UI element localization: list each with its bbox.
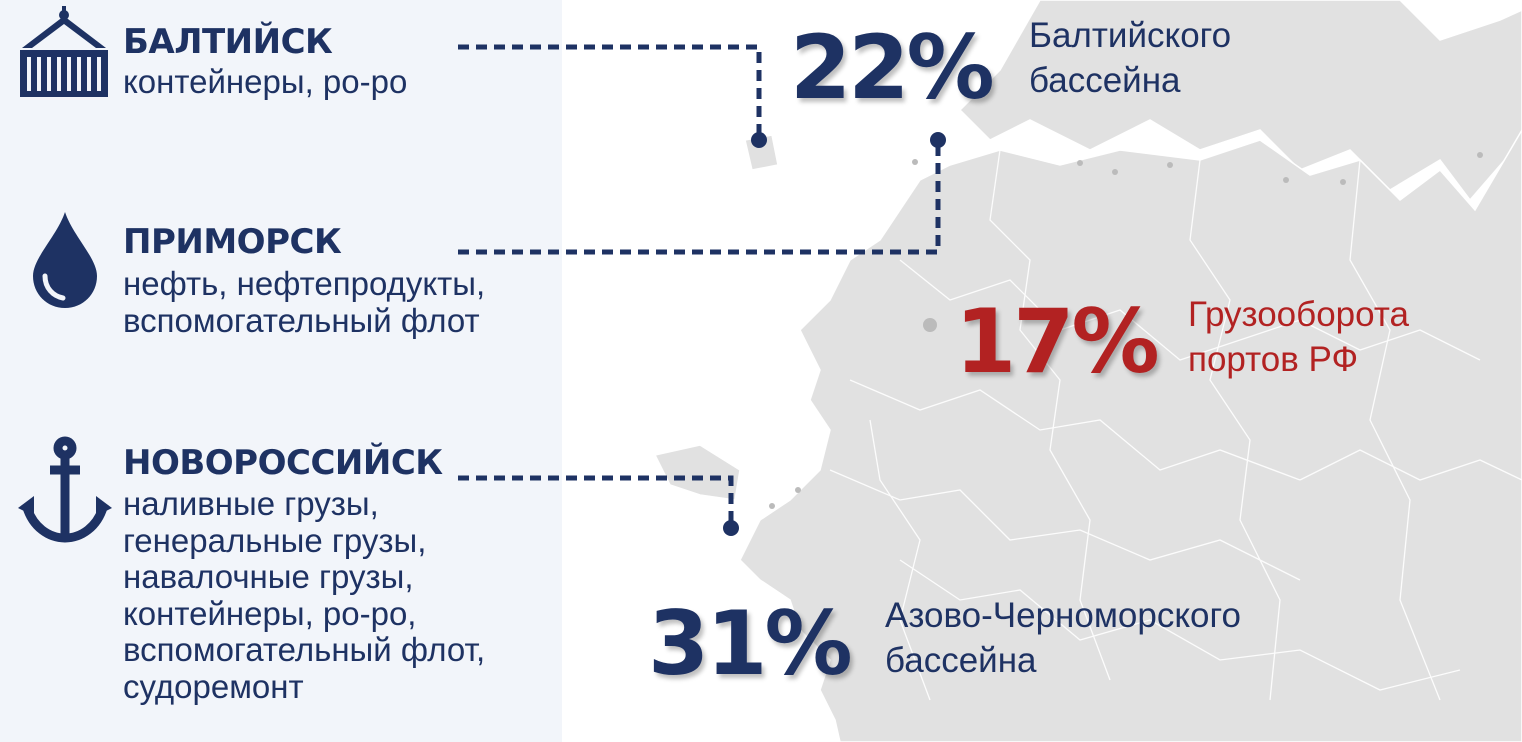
- shipping-container-icon: [20, 6, 108, 97]
- stat-label-line: портов РФ: [1188, 340, 1359, 379]
- stat-label-azov-black-sea: Азово-Черноморского бассейна: [885, 593, 1241, 683]
- port-desc-line: наливные грузы,: [123, 485, 379, 522]
- stat-label-line: Балтийского: [1029, 16, 1232, 55]
- baltiysk-marker: [751, 132, 767, 148]
- port-desc-line: навалочные грузы,: [123, 558, 414, 595]
- stat-value-azov-black-sea: 31%: [648, 592, 853, 695]
- anchor-icon: [18, 436, 112, 543]
- oil-drop-icon: [33, 212, 97, 308]
- stat-label-line: Грузооборота: [1188, 295, 1409, 334]
- port-list-panel: [0, 0, 562, 742]
- port-desc-line: контейнеры, ро-ро: [123, 63, 408, 100]
- port-title-baltiysk: БАЛТИЙСК: [123, 22, 333, 62]
- port-desc-line: судоремонт: [123, 667, 304, 705]
- stat-label-line: бассейна: [885, 641, 1037, 680]
- novorossiysk-marker: [723, 520, 739, 536]
- port-desc-line: контейнеры, ро-ро,: [123, 594, 417, 632]
- port-desc-line: генеральные грузы,: [123, 521, 427, 559]
- baltiysk-connector: [458, 44, 762, 140]
- novorossiysk-connector: [458, 475, 734, 527]
- port-desc-line: вспомогательный флот: [123, 301, 480, 339]
- port-desc-line: вспомогательный флот,: [123, 631, 486, 668]
- port-title-primorsk: ПРИМОРСК: [123, 222, 342, 262]
- port-desc-novorossiysk: наливные грузы, генеральные грузы, навал…: [123, 485, 486, 705]
- port-desc-primorsk: нефть, нефтепродукты, вспомогательный фл…: [123, 265, 486, 339]
- stat-label-total: Грузооборота портов РФ: [1188, 292, 1409, 382]
- stat-value-baltic: 22%: [790, 16, 995, 119]
- stat-value-total: 17%: [955, 290, 1160, 393]
- port-title-novorossiysk: НОВОРОССИЙСК: [123, 443, 443, 483]
- stat-label-baltic: Балтийского бассейна: [1029, 13, 1231, 103]
- primorsk-connector: [458, 140, 941, 255]
- port-desc-baltiysk: контейнеры, ро-ро: [123, 63, 408, 101]
- port-desc-line: нефть, нефтепродукты,: [123, 265, 486, 302]
- stat-label-line: Азово-Черноморского: [885, 596, 1241, 635]
- primorsk-marker: [930, 132, 946, 148]
- stat-label-line: бассейна: [1029, 61, 1181, 100]
